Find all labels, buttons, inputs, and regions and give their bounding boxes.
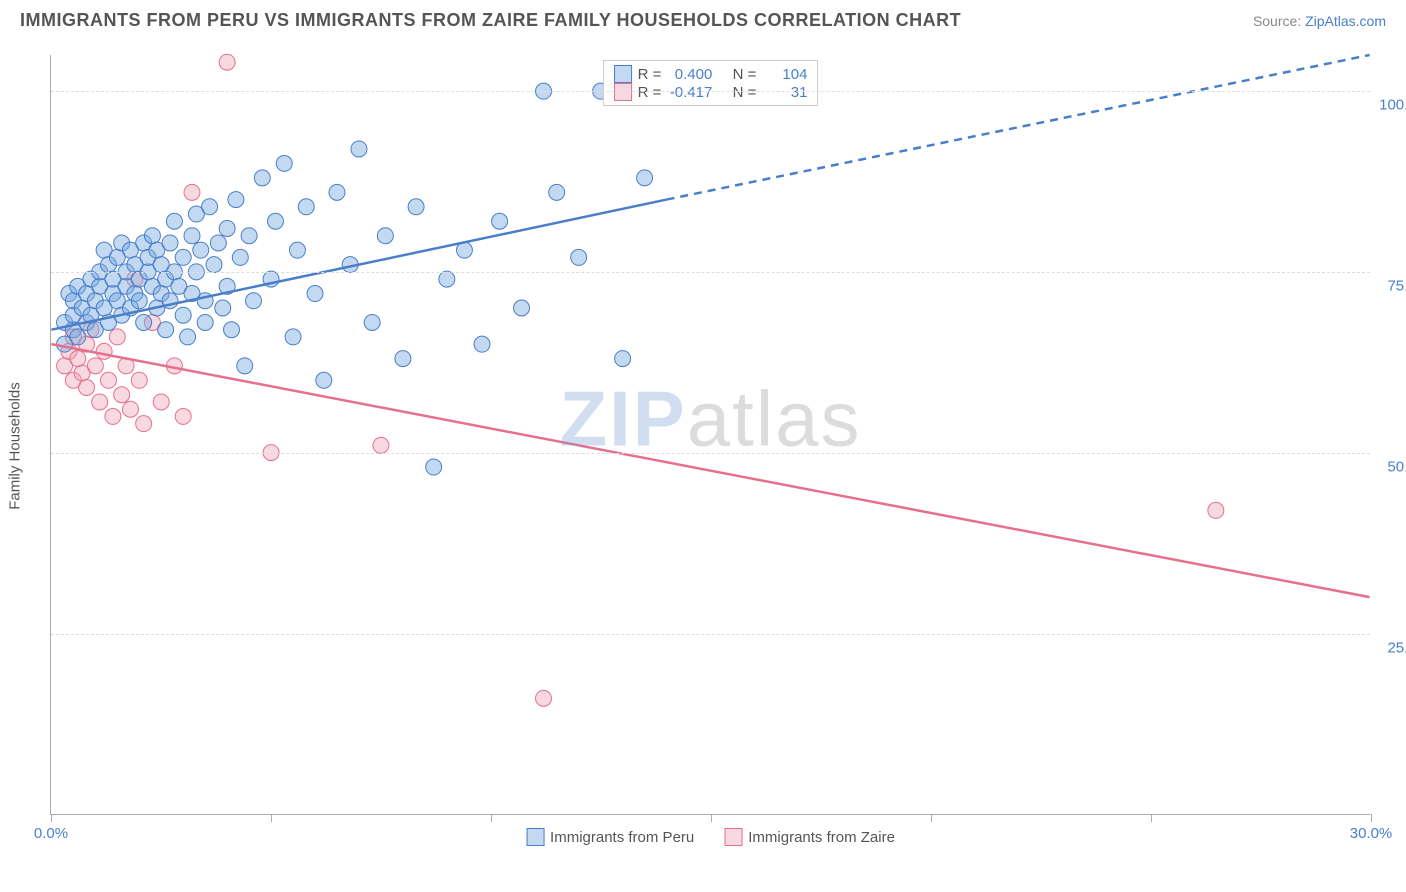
y-axis-label: Family Households — [7, 382, 24, 510]
data-point — [224, 322, 240, 338]
data-point — [285, 329, 301, 345]
data-point — [228, 192, 244, 208]
data-point — [105, 408, 121, 424]
data-point — [197, 314, 213, 330]
ytick-label: 25.0% — [1375, 640, 1406, 657]
data-point — [144, 228, 160, 244]
data-point — [571, 249, 587, 265]
ytick-label: 75.0% — [1375, 278, 1406, 295]
data-point — [215, 300, 231, 316]
data-point — [166, 213, 182, 229]
data-point — [193, 242, 209, 258]
correlation-legend: R = 0.400 N = 104 R = -0.417 N = 31 — [603, 60, 819, 106]
data-point — [408, 199, 424, 215]
gridline — [51, 453, 1370, 454]
data-point — [395, 351, 411, 367]
swatch-peru-bottom — [526, 828, 544, 846]
ytick-label: 50.0% — [1375, 459, 1406, 476]
xtick — [1371, 814, 1372, 822]
data-point — [158, 322, 174, 338]
data-point — [298, 199, 314, 215]
data-point — [615, 351, 631, 367]
data-point — [514, 300, 530, 316]
data-point — [377, 228, 393, 244]
data-point — [175, 307, 191, 323]
data-point — [92, 394, 108, 410]
data-point — [180, 329, 196, 345]
data-point — [210, 235, 226, 251]
data-point — [219, 54, 235, 70]
data-point — [237, 358, 253, 374]
xtick-label: 0.0% — [34, 825, 68, 842]
data-point — [426, 459, 442, 475]
data-point — [153, 394, 169, 410]
data-point — [136, 314, 152, 330]
data-point — [549, 184, 565, 200]
data-point — [70, 329, 86, 345]
data-point — [637, 170, 653, 186]
xtick — [931, 814, 932, 822]
data-point — [87, 358, 103, 374]
data-point — [241, 228, 257, 244]
data-point — [364, 314, 380, 330]
data-point — [70, 351, 86, 367]
data-point — [175, 408, 191, 424]
data-point — [79, 380, 95, 396]
data-point — [184, 228, 200, 244]
data-point — [276, 155, 292, 171]
data-point — [474, 336, 490, 352]
chart-header: IMMIGRANTS FROM PERU VS IMMIGRANTS FROM … — [0, 0, 1406, 36]
data-point — [202, 199, 218, 215]
xtick — [271, 814, 272, 822]
plot-area: ZIPatlas R = 0.400 N = 104 R = -0.417 N … — [50, 55, 1370, 815]
legend-row-peru: R = 0.400 N = 104 — [614, 65, 808, 83]
legend-item-peru: Immigrants from Peru — [526, 828, 694, 846]
data-point — [114, 387, 130, 403]
ytick-label: 100.0% — [1375, 97, 1406, 114]
xtick-label: 30.0% — [1350, 825, 1393, 842]
chart-title: IMMIGRANTS FROM PERU VS IMMIGRANTS FROM … — [20, 10, 961, 31]
data-point — [131, 293, 147, 309]
data-point — [329, 184, 345, 200]
data-point — [206, 257, 222, 273]
data-point — [122, 401, 138, 417]
data-point — [219, 220, 235, 236]
data-point — [536, 690, 552, 706]
data-point — [254, 170, 270, 186]
data-point — [316, 372, 332, 388]
xtick — [491, 814, 492, 822]
gridline — [51, 91, 1370, 92]
data-point — [109, 329, 125, 345]
data-point — [162, 235, 178, 251]
data-point — [492, 213, 508, 229]
scatter-plot-svg — [51, 55, 1370, 814]
swatch-zaire-bottom — [724, 828, 742, 846]
gridline — [51, 272, 1370, 273]
data-point — [232, 249, 248, 265]
series-legend: Immigrants from Peru Immigrants from Zai… — [526, 828, 895, 846]
data-point — [101, 372, 117, 388]
data-point — [1208, 502, 1224, 518]
data-point — [307, 286, 323, 302]
xtick — [711, 814, 712, 822]
data-point — [373, 437, 389, 453]
xtick — [1151, 814, 1152, 822]
data-point — [131, 372, 147, 388]
source-attribution: Source: ZipAtlas.com — [1253, 13, 1386, 29]
source-link[interactable]: ZipAtlas.com — [1305, 13, 1386, 29]
xtick — [51, 814, 52, 822]
swatch-peru — [614, 65, 632, 83]
data-point — [439, 271, 455, 287]
gridline — [51, 634, 1370, 635]
data-point — [136, 416, 152, 432]
data-point — [175, 249, 191, 265]
data-point — [96, 343, 112, 359]
data-point — [267, 213, 283, 229]
data-point — [289, 242, 305, 258]
trend-line — [51, 344, 1369, 597]
data-point — [246, 293, 262, 309]
legend-item-zaire: Immigrants from Zaire — [724, 828, 895, 846]
data-point — [351, 141, 367, 157]
data-point — [184, 184, 200, 200]
